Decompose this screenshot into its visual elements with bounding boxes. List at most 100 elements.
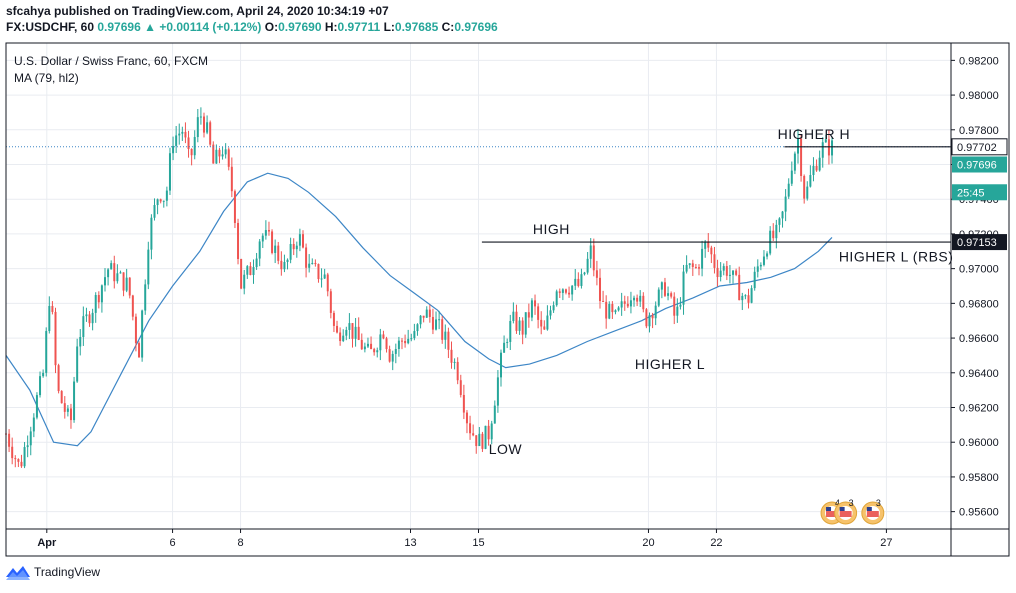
ohlc-line: FX:USDCHF, 60 0.97696 ▲ +0.00114 (+0.12%… (6, 19, 498, 35)
candle-body (450, 349, 453, 363)
candle-body (199, 116, 202, 118)
candle-body (518, 320, 521, 331)
candle-body (42, 372, 45, 377)
candle-body (626, 303, 629, 307)
candle-body (691, 263, 694, 267)
candle-body (431, 316, 434, 330)
candle-body (534, 300, 537, 307)
candle-body (209, 122, 212, 145)
candle-body (614, 310, 617, 313)
chart-header: sfcahya published on TradingView.com, Ap… (6, 3, 498, 35)
candle-body (107, 269, 110, 278)
candle-body (685, 264, 688, 272)
brand-name: TradingView (34, 565, 101, 579)
candle-body (605, 301, 608, 319)
candle-body (670, 293, 673, 297)
time-axis[interactable]: Apr 6 8 13 15 20 22 27 (37, 529, 893, 549)
candle-body (379, 334, 382, 351)
chart-frame (5, 42, 1010, 557)
candle-body (524, 312, 527, 335)
candle-body (190, 149, 193, 156)
candle-body (707, 241, 710, 248)
candle-body (271, 231, 274, 253)
candle-body (506, 341, 509, 343)
candle-body (484, 425, 487, 449)
candle-body (227, 149, 230, 167)
time-tick-label: 22 (710, 537, 722, 549)
candle-body (187, 137, 190, 150)
candle-body (354, 326, 357, 339)
candle-body (821, 142, 824, 158)
candle-body (249, 266, 252, 275)
us-flag-stripes (839, 511, 852, 517)
candle-body (339, 332, 342, 342)
price-scale-tag (951, 138, 1008, 156)
us-flag-stripes (866, 511, 879, 517)
candle-body (366, 343, 369, 347)
candle-body (400, 340, 403, 342)
price-tick-label: 0.98200 (959, 55, 999, 67)
candle-body (716, 267, 719, 277)
candle-body (781, 211, 784, 219)
candle-body (772, 230, 775, 239)
candle-body (413, 331, 416, 339)
candle-body (759, 264, 762, 267)
candle-body (131, 295, 134, 317)
candle-body (69, 408, 72, 421)
candle-body (243, 274, 246, 289)
candle-body (178, 133, 181, 136)
candle-body (469, 423, 472, 434)
price-axis[interactable]: 0.982000.980000.978000.976000.974000.972… (951, 55, 1008, 519)
open-value: 0.97690 (278, 20, 322, 34)
candle-body (286, 259, 289, 263)
price-scale-tag (952, 156, 1007, 173)
candle-body (481, 433, 484, 449)
candle-body (153, 205, 156, 218)
candle-body (138, 343, 141, 358)
price-tick-label: 0.96400 (959, 368, 999, 380)
candle-body (546, 315, 549, 330)
annotation-label: LOW (489, 441, 523, 457)
candle-body (571, 285, 574, 295)
candle-body (447, 331, 450, 350)
candle-body (407, 338, 410, 344)
price-change: +0.00114 (+0.12%) (159, 20, 262, 34)
candle-body (351, 323, 354, 339)
candle-body (620, 301, 623, 308)
candle-body (543, 326, 546, 330)
candle-body (147, 249, 150, 285)
candle-body (549, 310, 552, 316)
time-tick-label: 6 (170, 537, 176, 549)
candle-body (472, 433, 475, 436)
level-lines: HIGHER H HIGH (6, 126, 951, 243)
candle-body (159, 199, 162, 202)
candle-body (602, 301, 605, 303)
candle-body (261, 235, 264, 242)
time-tick-label: 27 (880, 537, 892, 549)
candle-body (735, 270, 738, 275)
candle-body (320, 278, 323, 280)
candle-body (416, 324, 419, 332)
candle-body (122, 272, 125, 291)
candle-body (116, 273, 119, 282)
candle-body (218, 149, 221, 157)
candle-body (45, 331, 48, 373)
candle-body (633, 297, 636, 301)
candle-body (574, 278, 577, 286)
candle-body (128, 277, 131, 296)
candle-body (277, 245, 280, 261)
candle-body (230, 166, 233, 192)
candle-body (363, 346, 366, 350)
candle-body (385, 338, 388, 350)
candle-body (589, 245, 592, 259)
candle-body (623, 301, 626, 304)
candle-body (63, 403, 66, 412)
candle-body (267, 230, 270, 232)
high-value: 0.97711 (337, 20, 381, 34)
event-count: 4 (835, 498, 840, 508)
candle-body (26, 445, 29, 448)
candle-body (766, 253, 769, 257)
candle-body (193, 137, 196, 156)
